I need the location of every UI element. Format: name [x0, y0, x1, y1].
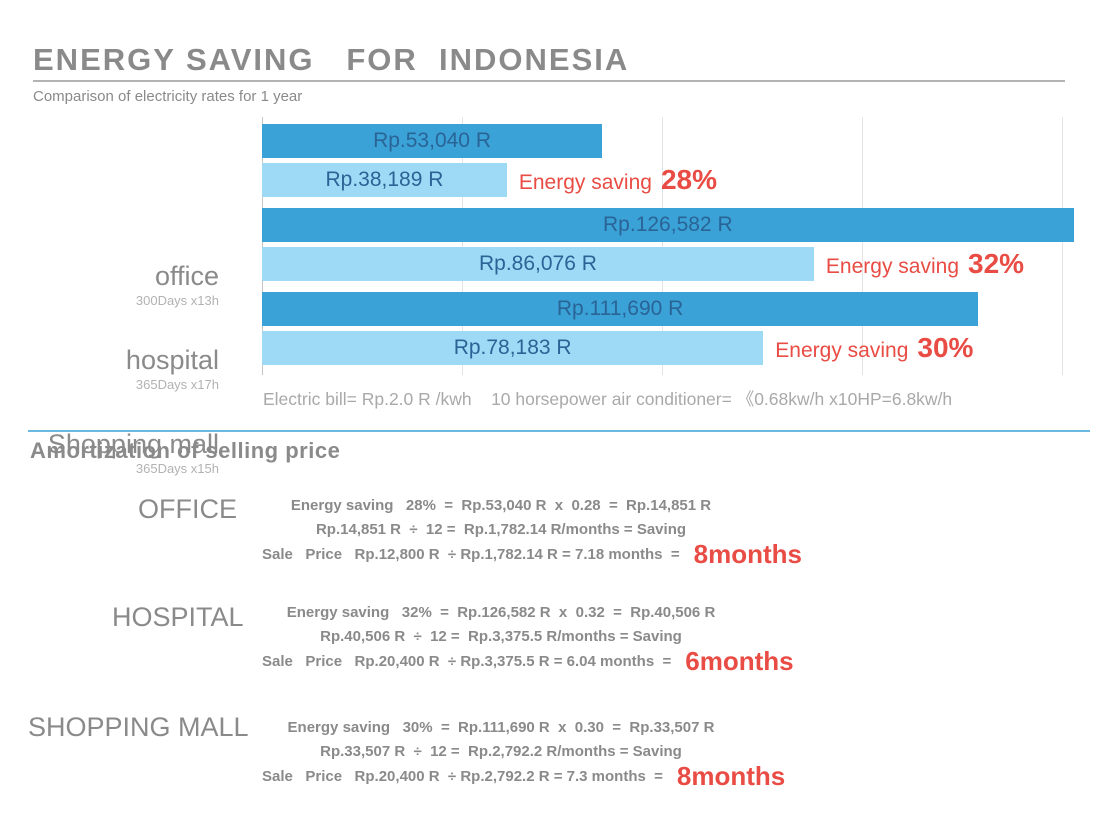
- amortization-label-shopping-mall: SHOPPING MALL: [28, 712, 249, 742]
- chart-footnote: Electric bill= Rp.2.0 R /kwh 10 horsepow…: [263, 389, 953, 409]
- energy-saving-annotation: Energy saving 32%: [826, 248, 1024, 280]
- category-label-office: office 300Days x13h: [136, 261, 219, 309]
- annotation-text: Energy saving: [518, 171, 652, 194]
- bar-value-label: Rp.53,040 R: [373, 129, 491, 152]
- calc-line-2: Rp.40,506 R ÷ 12 = Rp.3,375.5 R/months =…: [320, 628, 682, 645]
- category-name: hospital: [125, 345, 219, 375]
- bar-chart: office 300Days x13h Rp.53,040 R Rp.38,18…: [0, 117, 1074, 476]
- chart-subtitle: Comparison of electricity rates for 1 ye…: [33, 88, 303, 105]
- page-title: ENERGY SAVING FOR INDONESIA: [33, 42, 630, 77]
- bar-mall-standard: Rp.111,690 R: [262, 292, 979, 326]
- amortization-label-hospital: HOSPITAL: [112, 602, 244, 632]
- bar-row-mall-standard: Rp.111,690 R: [262, 292, 1093, 326]
- bar-row-hospital-standard: Rp.126,582 R: [262, 208, 1093, 242]
- saving-percent: 30%: [917, 332, 974, 363]
- saving-percent: 28%: [660, 164, 717, 195]
- bar-row-office-saving: Rp.38,189 R Energy saving 28%: [262, 163, 1093, 197]
- gridline: [1062, 117, 1063, 375]
- category-label-shopping-mall: Shopping mall 365Days x15h: [48, 429, 219, 477]
- bar-mall-saving: Rp.78,183 R: [262, 331, 764, 365]
- bar-hospital-standard: Rp.126,582 R: [262, 208, 1074, 242]
- calc-line-1: Energy saving 28% = Rp.53,040 R x 0.28 =…: [290, 497, 712, 514]
- bar-value-label: Rp.111,690 R: [556, 297, 684, 320]
- bar-value-label: Rp.126,582 R: [603, 213, 733, 236]
- calc-line-2: Rp.14,851 R ÷ 12 = Rp.1,782.14 R/months …: [315, 521, 687, 538]
- amortization-calc-office: Energy saving 28% = Rp.53,040 R x 0.28 =…: [262, 494, 802, 567]
- calc-line-3-text: Sale Price Rp.20,400 R ÷ Rp.3,375.5 R = …: [262, 653, 672, 670]
- bar-office-standard: Rp.53,040 R: [262, 124, 603, 158]
- bar-office-saving: Rp.38,189 R: [262, 163, 507, 197]
- calc-line-3: Sale Price Rp.20,400 R ÷ Rp.2,792.2 R = …: [262, 763, 785, 789]
- bar-row-mall-saving: Rp.78,183 R Energy saving 30%: [262, 331, 1093, 365]
- calc-line-1: Energy saving 30% = Rp.111,690 R x 0.30 …: [287, 719, 715, 736]
- amortization-label-office: OFFICE: [138, 494, 237, 524]
- calc-line-2: Rp.33,507 R ÷ 12 = Rp.2,792.2 R/months =…: [320, 743, 682, 760]
- y-axis-line: [262, 117, 263, 375]
- bar-value-label: Rp.38,189 R: [325, 168, 444, 191]
- bar-row-office-standard: Rp.53,040 R: [262, 124, 1093, 158]
- payback-result: 8months: [693, 539, 802, 569]
- category-schedule: 365Days x17h: [135, 377, 219, 392]
- payback-result: 6months: [685, 646, 794, 676]
- saving-percent: 32%: [968, 248, 1025, 279]
- bar-hospital-saving: Rp.86,076 R: [262, 247, 814, 281]
- annotation-text: Energy saving: [775, 339, 909, 362]
- energy-saving-annotation: Energy saving 28%: [519, 164, 717, 196]
- calc-line-1: Energy saving 32% = Rp.126,582 R x 0.32 …: [286, 604, 716, 621]
- plot-area: [262, 117, 1063, 375]
- energy-saving-annotation: Energy saving 30%: [775, 332, 973, 364]
- gridline: [662, 117, 663, 375]
- gridline: [862, 117, 863, 375]
- section-divider: [28, 430, 1090, 432]
- bar-value-label: Rp.86,076 R: [479, 252, 597, 275]
- bar-row-hospital-saving: Rp.86,076 R Energy saving 32%: [262, 247, 1093, 281]
- bar-value-label: Rp.78,183 R: [453, 336, 572, 359]
- amortization-calc-hospital: Energy saving 32% = Rp.126,582 R x 0.32 …: [262, 601, 794, 674]
- payback-result: 8months: [676, 761, 786, 791]
- annotation-text: Energy saving: [825, 255, 959, 278]
- category-name: office: [154, 261, 219, 291]
- amortization-heading: Amortization of selling price: [30, 438, 341, 463]
- category-schedule: 365Days x15h: [135, 461, 219, 476]
- category-name: Shopping mall: [47, 429, 219, 459]
- amortization-calc-shopping-mall: Energy saving 30% = Rp.111,690 R x 0.30 …: [262, 716, 785, 789]
- calc-line-3: Sale Price Rp.20,400 R ÷ Rp.3,375.5 R = …: [262, 648, 794, 674]
- gridline: [462, 117, 463, 375]
- calc-line-3-text: Sale Price Rp.20,400 R ÷ Rp.2,792.2 R = …: [262, 768, 663, 785]
- title-rule: [33, 80, 1065, 82]
- calc-line-3-text: Sale Price Rp.12,800 R ÷ Rp.1,782.14 R =…: [262, 546, 680, 563]
- category-schedule: 300Days x13h: [135, 293, 219, 308]
- calc-line-3: Sale Price Rp.12,800 R ÷ Rp.1,782.14 R =…: [262, 541, 802, 567]
- category-label-hospital: hospital 365Days x17h: [126, 345, 219, 393]
